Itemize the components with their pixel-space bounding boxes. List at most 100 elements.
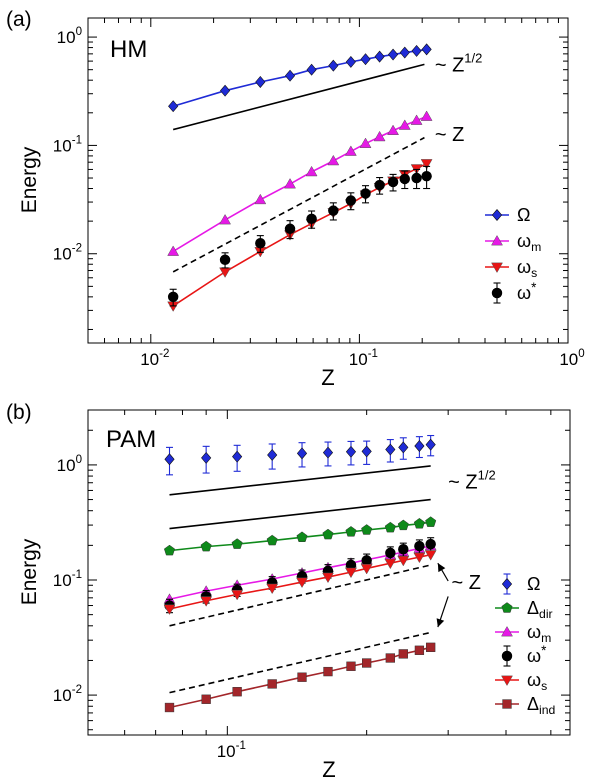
circle-marker bbox=[374, 179, 385, 191]
guide-label: ~ Z1/2 bbox=[435, 50, 483, 76]
triangle-down-marker bbox=[491, 262, 503, 274]
tick-base: 10 bbox=[53, 245, 72, 264]
diamond-marker bbox=[168, 100, 179, 113]
legend-label-sub: m bbox=[531, 240, 541, 254]
guide-label: ~ Z bbox=[435, 124, 464, 146]
tick-label: 10-2 bbox=[53, 243, 82, 264]
tick-exponent: -1 bbox=[72, 134, 82, 146]
diamond-marker bbox=[328, 59, 339, 72]
diamond-marker bbox=[322, 446, 334, 459]
pentagon-marker bbox=[200, 540, 212, 552]
diamond-marker bbox=[414, 440, 425, 452]
square-marker bbox=[414, 645, 425, 655]
arrow-head bbox=[437, 563, 446, 573]
tick-label: 10-2 bbox=[140, 348, 169, 369]
circle-marker bbox=[414, 540, 425, 552]
guide-lines bbox=[172, 63, 425, 273]
square-marker bbox=[346, 661, 356, 671]
guide-line-solid bbox=[169, 465, 431, 496]
square-marker bbox=[385, 653, 395, 663]
y-axis-label: Energy bbox=[18, 538, 41, 605]
square-marker bbox=[232, 687, 242, 697]
triangle-down-marker bbox=[266, 583, 279, 595]
pentagon-marker bbox=[425, 516, 437, 527]
circle-marker bbox=[360, 188, 371, 199]
arrow-head bbox=[436, 618, 445, 628]
circle-marker bbox=[306, 213, 317, 225]
diamond-marker bbox=[501, 578, 513, 590]
model-label: PAM bbox=[106, 426, 156, 453]
diamond-marker bbox=[284, 69, 296, 82]
square-marker bbox=[201, 694, 211, 704]
legend-label: Δind bbox=[527, 694, 556, 717]
tick-exponent: -2 bbox=[159, 348, 169, 360]
guide-label-main: ~ Z bbox=[435, 54, 464, 76]
triangle-up-marker bbox=[398, 119, 411, 130]
diamond-marker bbox=[387, 48, 399, 61]
pentagon-marker bbox=[296, 531, 308, 542]
circle-marker bbox=[425, 538, 436, 550]
series-diamond bbox=[164, 434, 436, 476]
square-marker bbox=[164, 702, 175, 713]
triangle-down-marker bbox=[219, 267, 231, 278]
tick-base: 10 bbox=[53, 136, 72, 155]
legend-label: ω* bbox=[527, 643, 547, 666]
tick-exponent: -2 bbox=[72, 243, 82, 255]
legend-label-sup: * bbox=[541, 643, 547, 658]
diamond-marker bbox=[296, 447, 308, 460]
legend-label-main: Δ bbox=[527, 598, 539, 618]
legend-label-main: ω bbox=[517, 231, 531, 251]
circle-marker bbox=[399, 173, 410, 185]
series-layer bbox=[167, 43, 433, 312]
triangle-down-marker bbox=[345, 567, 357, 579]
triangle-down-marker bbox=[424, 550, 437, 561]
legend-label: ωs bbox=[527, 670, 547, 693]
tick-base: 10 bbox=[349, 350, 368, 369]
pentagon-marker bbox=[231, 538, 243, 549]
series-diamond bbox=[168, 43, 432, 113]
guide-line-dashed bbox=[169, 564, 431, 627]
triangle-down-marker bbox=[413, 552, 426, 564]
tick-exponent: 0 bbox=[578, 348, 584, 360]
circle-marker bbox=[219, 254, 231, 265]
guide-label-sup: 1/2 bbox=[464, 50, 482, 65]
annotation-label: ~ Z bbox=[451, 572, 480, 594]
triangle-up-marker bbox=[254, 193, 267, 205]
triangle-up-marker bbox=[305, 165, 318, 177]
diamond-marker bbox=[219, 84, 231, 97]
diamond-marker bbox=[201, 451, 212, 464]
square-marker bbox=[362, 658, 372, 668]
series-line bbox=[172, 162, 427, 307]
panel-label: (b) bbox=[6, 401, 32, 424]
square-marker bbox=[398, 649, 408, 659]
annotations: ~ Z1/2~ Z bbox=[435, 50, 483, 145]
square-marker bbox=[297, 672, 307, 682]
square-marker bbox=[323, 666, 333, 677]
diamond-marker bbox=[360, 53, 371, 66]
tick-base: 10 bbox=[53, 686, 72, 705]
arrows bbox=[436, 562, 449, 628]
pentagon-marker bbox=[361, 524, 373, 535]
circle-marker bbox=[284, 223, 296, 235]
tick-label: 10-1 bbox=[217, 740, 246, 761]
tick-label: 10-2 bbox=[53, 684, 82, 705]
legend-label-main: Ω bbox=[517, 205, 530, 225]
tick-label: 10-1 bbox=[53, 134, 82, 155]
series-line bbox=[172, 48, 427, 107]
axis-ticks bbox=[87, 18, 569, 343]
guide-line-solid bbox=[172, 63, 425, 131]
tick-exponent: 0 bbox=[76, 454, 82, 466]
triangle-down-marker bbox=[322, 572, 334, 584]
triangle-down-marker bbox=[231, 590, 244, 601]
diamond-marker bbox=[306, 63, 317, 76]
tick-label: 100 bbox=[57, 26, 82, 47]
triangle-down-marker bbox=[296, 577, 308, 589]
tick-exponent: -1 bbox=[368, 348, 378, 360]
axis-ticks bbox=[87, 409, 570, 735]
annotation-main: ~ Z bbox=[451, 572, 480, 594]
circle-marker bbox=[398, 544, 409, 555]
tick-base: 10 bbox=[53, 571, 72, 590]
circle-marker bbox=[411, 172, 422, 184]
